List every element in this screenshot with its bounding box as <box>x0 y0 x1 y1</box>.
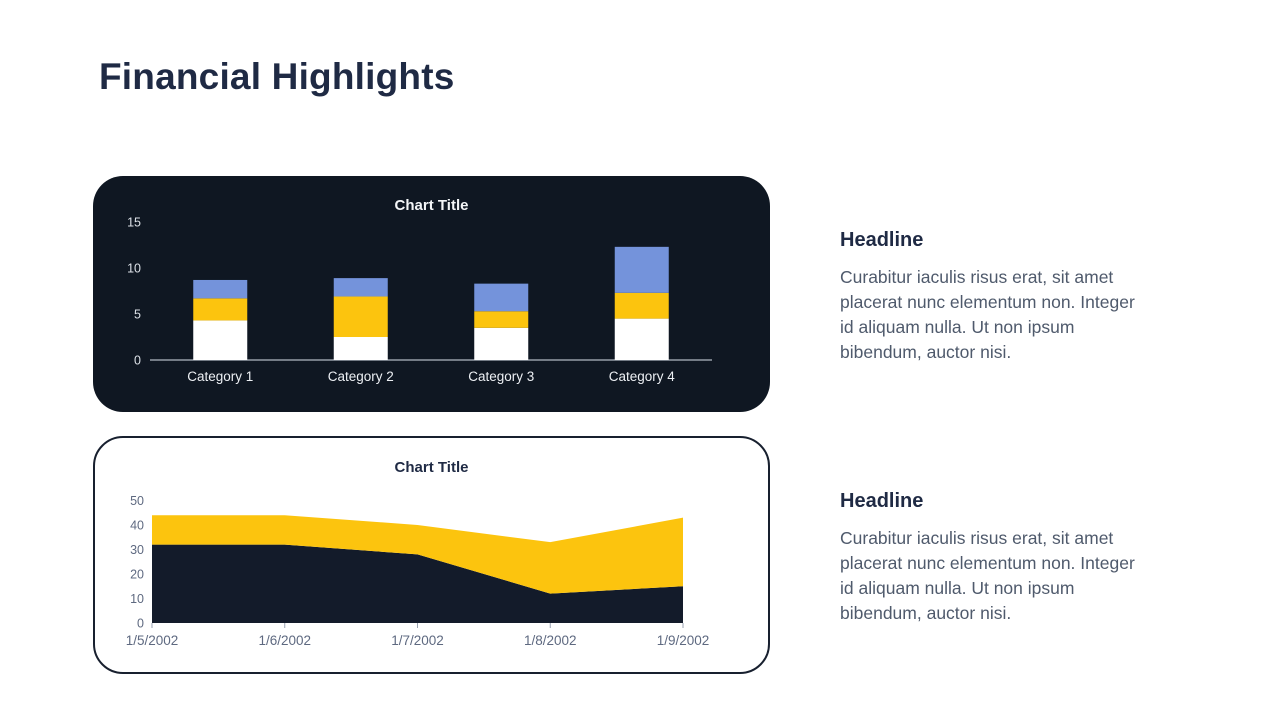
bar-segment <box>193 320 248 360</box>
bar-segment <box>333 296 388 337</box>
slide-title: Financial Highlights <box>99 56 455 97</box>
bar-segment <box>614 292 669 319</box>
area-y-axis-tick-label: 20 <box>130 568 144 582</box>
area-series <box>152 544 683 623</box>
stacked-bar-chart: 0 5 10 15 Category 1 Category 2 Category 3 Cate… <box>127 216 712 384</box>
area-x-axis-label: 1/9/2002 <box>657 633 710 648</box>
headline-2: Headline <box>840 490 924 512</box>
bar-chart-card: Chart Title 0 5 10 15 Category 1 Category 2 Ca… <box>93 176 770 412</box>
text-block-2: Headline Curabitur iaculis risus erat, s… <box>840 490 1150 626</box>
bar-segment <box>333 337 388 360</box>
bar-category-label: Category 1 <box>187 369 253 384</box>
area-y-axis-tick-label: 10 <box>130 592 144 606</box>
area-x-axis-label: 1/5/2002 <box>126 633 179 648</box>
bar-y-axis-tick-label: 10 <box>127 262 141 276</box>
headline-1: Headline <box>840 229 924 251</box>
bar-category-label: Category 3 <box>468 369 534 384</box>
body-text-1: Curabitur iaculis risus erat, sit amet p… <box>840 267 1135 362</box>
bar-y-axis-tick-label: 15 <box>127 216 141 230</box>
body-text-2: Curabitur iaculis risus erat, sit amet p… <box>840 528 1135 623</box>
bar-segment <box>333 278 388 297</box>
area-chart-card: Chart Title 0 10 20 30 40 50 1/5/2002 1/6/2002 1… <box>93 436 770 674</box>
bar-category-label: Category 2 <box>328 369 394 384</box>
bar-category-label: Category 4 <box>609 369 676 384</box>
area-y-axis-tick-label: 50 <box>130 494 144 508</box>
area-x-axis-label: 1/7/2002 <box>391 633 444 648</box>
bar-y-axis-tick-label: 0 <box>134 354 141 368</box>
area-y-axis-tick-label: 30 <box>130 543 144 557</box>
bar-segment <box>614 318 669 360</box>
bar-segment <box>474 327 529 360</box>
bar-segment <box>193 279 248 299</box>
bar-y-axis-tick-label: 5 <box>134 308 141 322</box>
area-x-axis-label: 1/6/2002 <box>258 633 311 648</box>
bar-segment <box>614 246 669 293</box>
area-x-axis-label: 1/8/2002 <box>524 633 577 648</box>
text-block-1: Headline Curabitur iaculis risus erat, s… <box>840 229 1150 365</box>
bar-segment <box>193 298 248 321</box>
bar-chart-title: Chart Title <box>394 197 469 214</box>
area-y-axis-tick-label: 40 <box>130 519 144 533</box>
stacked-area-chart: 0 10 20 30 40 50 1/5/2002 1/6/2002 1/7/2002 1/8/2… <box>126 494 710 648</box>
bar-segment <box>474 311 529 328</box>
bar-segment <box>474 283 529 312</box>
area-y-axis-tick-label: 0 <box>137 617 144 631</box>
area-chart-title: Chart Title <box>394 459 469 476</box>
